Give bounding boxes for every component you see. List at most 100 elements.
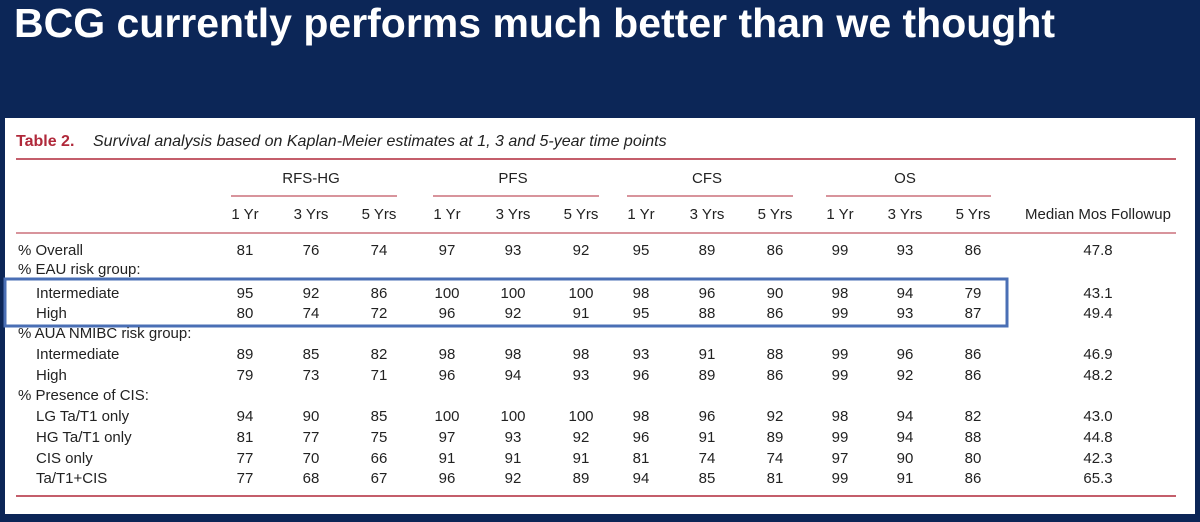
column-header: 1 Yr bbox=[231, 206, 258, 223]
cell: 89 bbox=[767, 429, 784, 446]
cell: 94 bbox=[897, 408, 914, 425]
cell: 98 bbox=[832, 408, 849, 425]
column-header: 3 Yrs bbox=[294, 206, 329, 223]
cell: 44.8 bbox=[1083, 429, 1112, 446]
cell: 47.8 bbox=[1083, 242, 1112, 259]
cell: 74 bbox=[699, 450, 716, 467]
cell: 98 bbox=[832, 285, 849, 302]
cell: 86 bbox=[767, 305, 784, 322]
cell: 88 bbox=[965, 429, 982, 446]
cell: 96 bbox=[633, 429, 650, 446]
row-label: % Overall bbox=[18, 242, 83, 259]
cell: 81 bbox=[633, 450, 650, 467]
cell: 86 bbox=[767, 367, 784, 384]
cell: 42.3 bbox=[1083, 450, 1112, 467]
cell: 99 bbox=[832, 367, 849, 384]
cell: 74 bbox=[303, 305, 320, 322]
cell: 79 bbox=[965, 285, 982, 302]
cell: 94 bbox=[505, 367, 522, 384]
cell: 98 bbox=[633, 408, 650, 425]
cell: 95 bbox=[633, 305, 650, 322]
cell: 92 bbox=[897, 367, 914, 384]
cell: 91 bbox=[573, 305, 590, 322]
row-label: Intermediate bbox=[36, 285, 119, 302]
cell: 73 bbox=[303, 367, 320, 384]
cell: 81 bbox=[237, 429, 254, 446]
cell: 99 bbox=[832, 305, 849, 322]
cell: 91 bbox=[699, 429, 716, 446]
cell: 91 bbox=[573, 450, 590, 467]
cell: 96 bbox=[633, 367, 650, 384]
cell: 88 bbox=[767, 346, 784, 363]
table-panel bbox=[5, 118, 1195, 514]
cell: 94 bbox=[237, 408, 254, 425]
column-header: 3 Yrs bbox=[690, 206, 725, 223]
cell: 77 bbox=[237, 470, 254, 487]
cell: 86 bbox=[965, 367, 982, 384]
column-header: 5 Yrs bbox=[362, 206, 397, 223]
cell: 67 bbox=[371, 470, 388, 487]
cell: 43.0 bbox=[1083, 408, 1112, 425]
cell: 77 bbox=[237, 450, 254, 467]
cell: 85 bbox=[303, 346, 320, 363]
cell: 100 bbox=[434, 408, 459, 425]
group-header: RFS-HG bbox=[282, 170, 340, 187]
row-label: High bbox=[36, 305, 67, 322]
cell: 90 bbox=[303, 408, 320, 425]
cell: 98 bbox=[573, 346, 590, 363]
cell: 90 bbox=[767, 285, 784, 302]
cell: 86 bbox=[371, 285, 388, 302]
cell: 94 bbox=[897, 285, 914, 302]
column-header: 1 Yr bbox=[826, 206, 853, 223]
cell: 79 bbox=[237, 367, 254, 384]
cell: 92 bbox=[303, 285, 320, 302]
cell: 93 bbox=[573, 367, 590, 384]
cell: 96 bbox=[897, 346, 914, 363]
cell: 77 bbox=[303, 429, 320, 446]
cell: 74 bbox=[371, 242, 388, 259]
cell: 96 bbox=[439, 305, 456, 322]
cell: 98 bbox=[439, 346, 456, 363]
column-header: 3 Yrs bbox=[496, 206, 531, 223]
cell: 66 bbox=[371, 450, 388, 467]
cell: 89 bbox=[699, 242, 716, 259]
column-header: Median Mos Followup bbox=[1025, 206, 1171, 223]
row-label: % AUA NMIBC risk group: bbox=[18, 325, 191, 342]
cell: 89 bbox=[699, 367, 716, 384]
cell: 88 bbox=[699, 305, 716, 322]
cell: 97 bbox=[439, 242, 456, 259]
cell: 80 bbox=[237, 305, 254, 322]
group-header: OS bbox=[894, 170, 916, 187]
row-label: CIS only bbox=[36, 450, 93, 467]
cell: 91 bbox=[897, 470, 914, 487]
cell: 89 bbox=[573, 470, 590, 487]
cell: 85 bbox=[371, 408, 388, 425]
row-label: High bbox=[36, 367, 67, 384]
row-label: Ta/T1+CIS bbox=[36, 470, 107, 487]
row-label: LG Ta/T1 only bbox=[36, 408, 130, 425]
cell: 48.2 bbox=[1083, 367, 1112, 384]
cell: 91 bbox=[699, 346, 716, 363]
cell: 49.4 bbox=[1083, 305, 1112, 322]
column-header: 3 Yrs bbox=[888, 206, 923, 223]
cell: 95 bbox=[237, 285, 254, 302]
cell: 43.1 bbox=[1083, 285, 1112, 302]
cell: 100 bbox=[500, 408, 525, 425]
cell: 99 bbox=[832, 429, 849, 446]
cell: 92 bbox=[573, 242, 590, 259]
row-label: HG Ta/T1 only bbox=[36, 429, 132, 446]
cell: 90 bbox=[897, 450, 914, 467]
row-label: % Presence of CIS: bbox=[18, 387, 149, 404]
caption: Survival analysis based on Kaplan-Meier … bbox=[93, 133, 667, 150]
cell: 65.3 bbox=[1083, 470, 1112, 487]
cell: 86 bbox=[965, 346, 982, 363]
cell: 92 bbox=[767, 408, 784, 425]
cell: 94 bbox=[633, 470, 650, 487]
cell: 91 bbox=[439, 450, 456, 467]
cell: 46.9 bbox=[1083, 346, 1112, 363]
group-header: PFS bbox=[498, 170, 527, 187]
cell: 99 bbox=[832, 346, 849, 363]
cell: 95 bbox=[633, 242, 650, 259]
cell: 80 bbox=[965, 450, 982, 467]
